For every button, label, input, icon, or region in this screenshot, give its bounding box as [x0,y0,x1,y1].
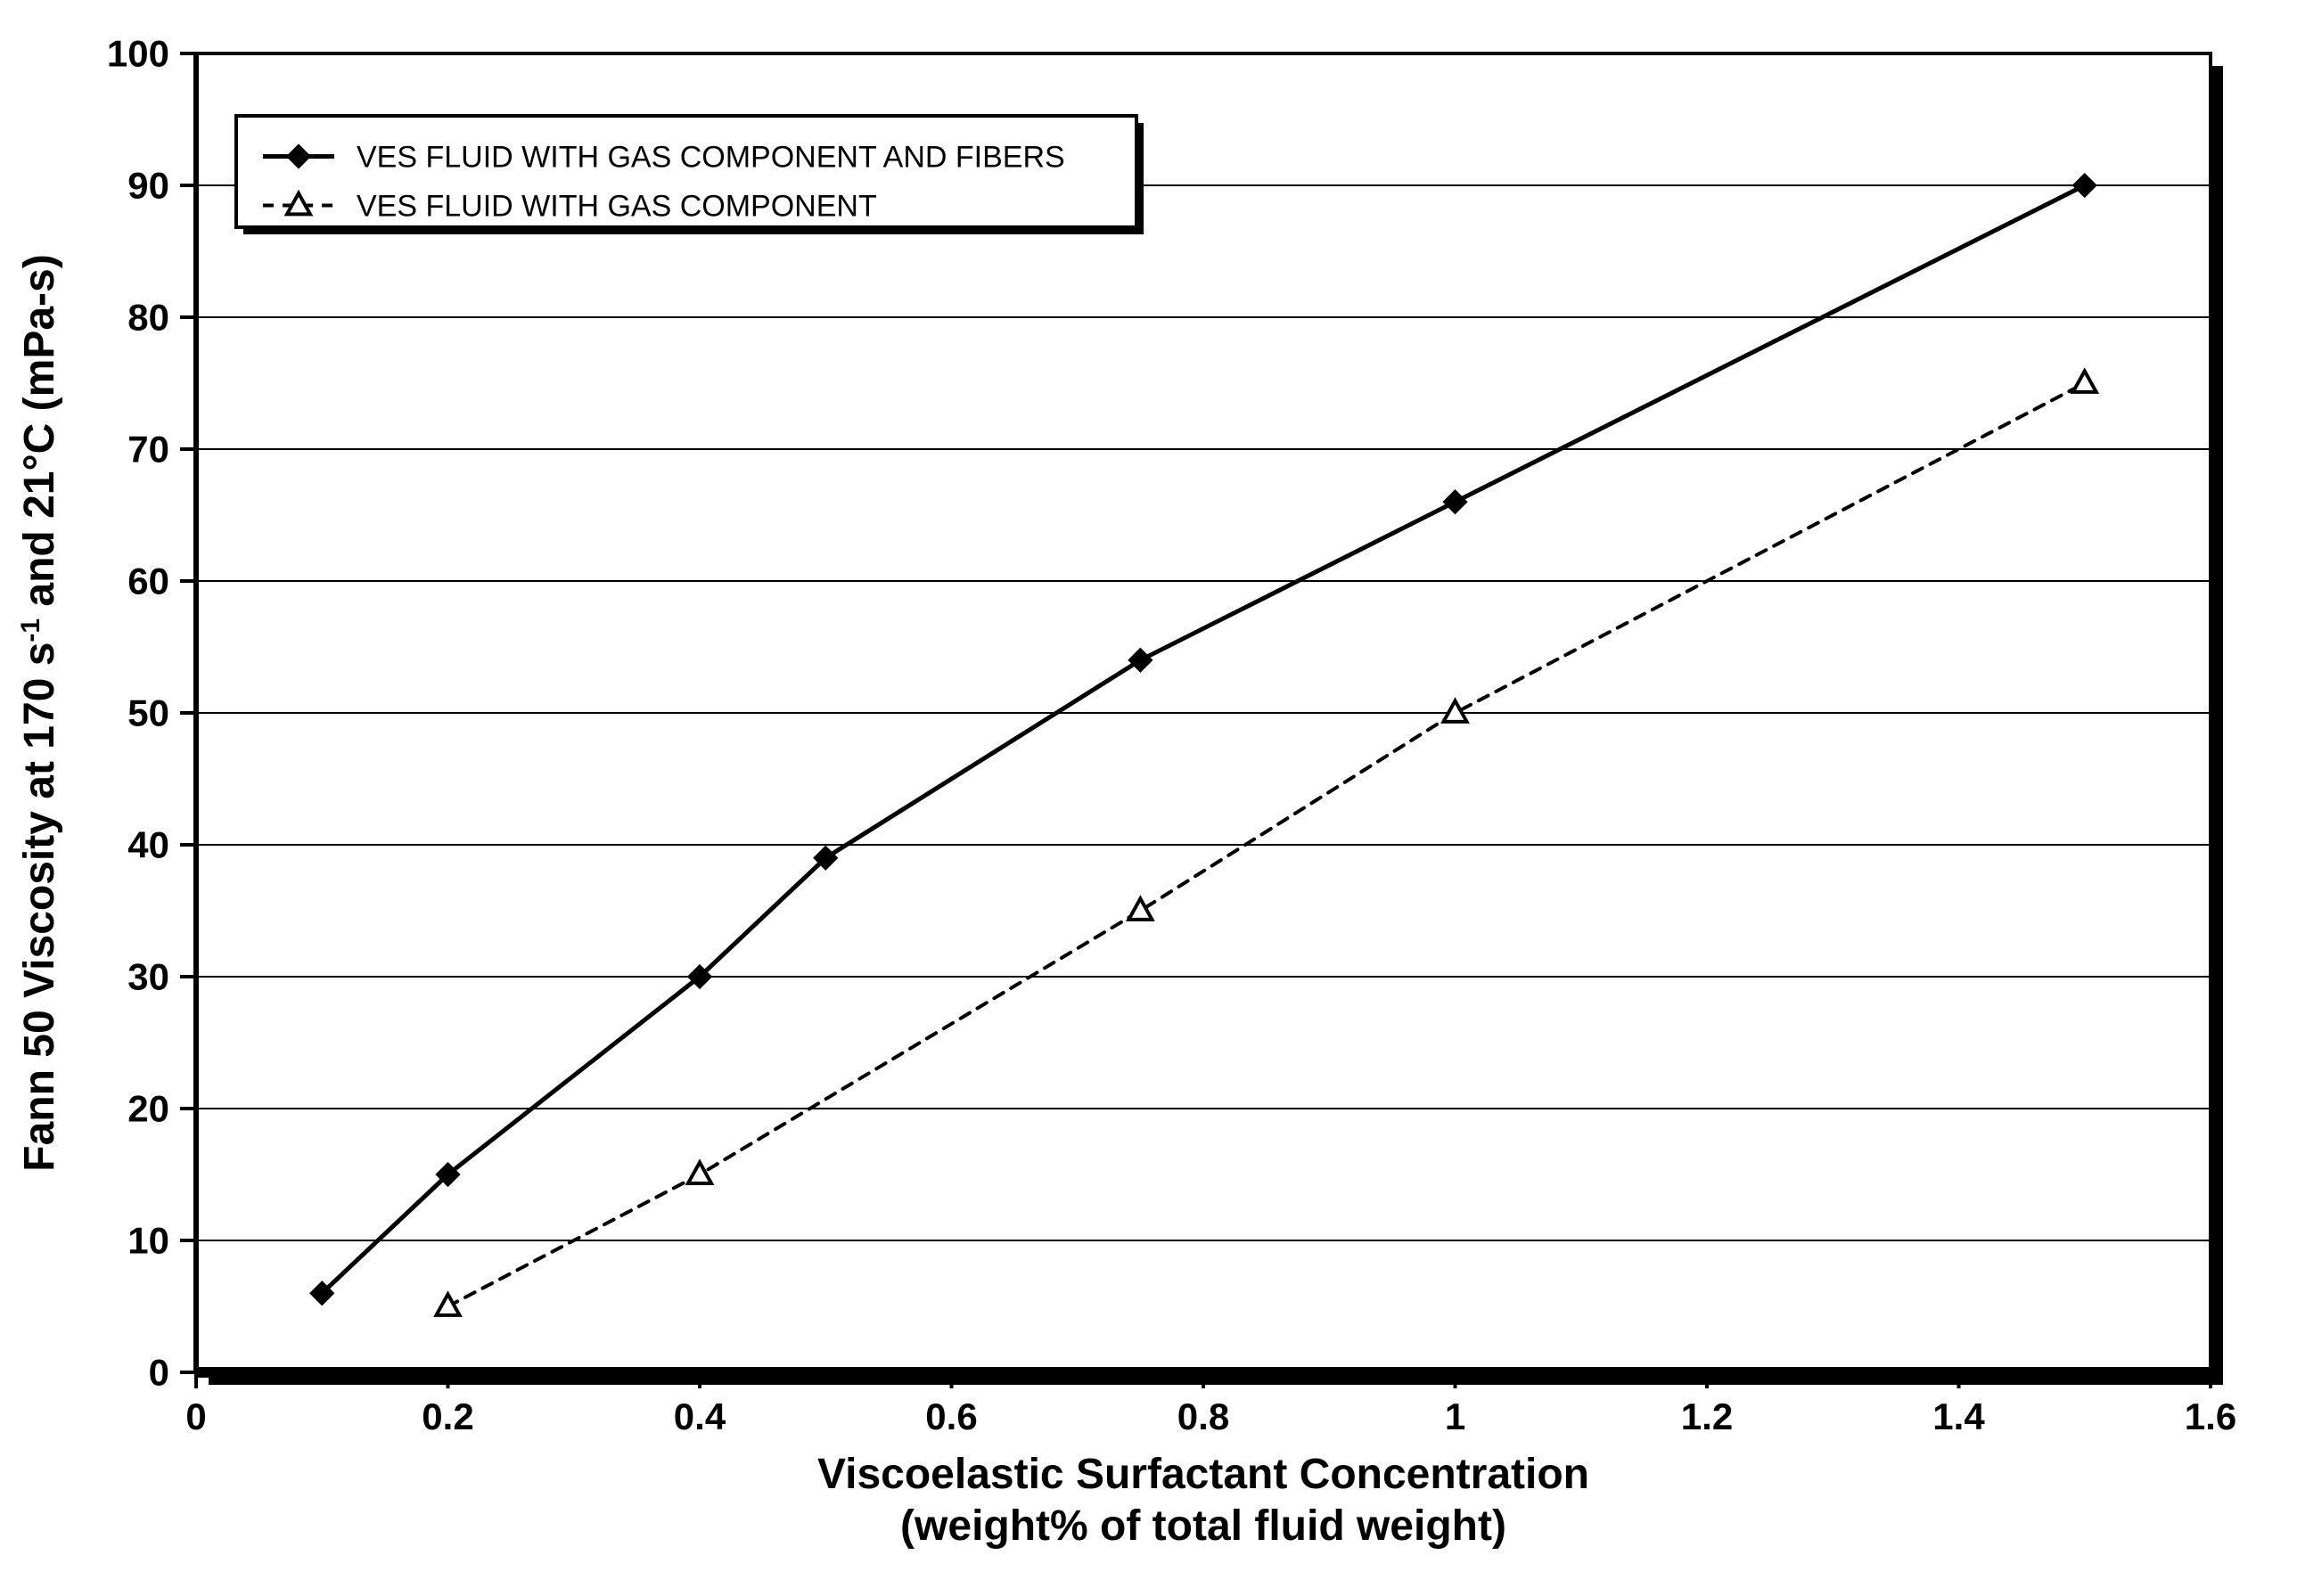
x-tick-label: 0 [185,1395,206,1437]
x-tick-label: 0.2 [422,1395,473,1437]
y-tick-label: 10 [127,1220,169,1262]
viscosity-chart: 0 0.2 0.4 0.6 0.8 1 1.2 1.4 1.6 0 10 20 30 40 50 60 70 80… [0,0,2297,1596]
legend-label-fibers: VES FLUID WITH GAS COMPONENT AND FIBERS [357,140,1065,174]
legend-label-nofibers: VES FLUID WITH GAS COMPONENT [357,189,877,223]
y-tick-label: 90 [127,165,169,207]
x-axis-title-line1: Viscoelastic Surfactant Concentration [817,1451,1589,1498]
x-tick-label: 1.2 [1681,1395,1733,1437]
x-tick-label: 0.6 [925,1395,977,1437]
x-tick-label: 0.4 [674,1395,726,1437]
y-tick-label: 50 [127,692,169,734]
y-tick-label: 60 [127,561,169,602]
chart-container: 0 0.2 0.4 0.6 0.8 1 1.2 1.4 1.6 0 10 20 30 40 50 60 70 80… [0,0,2297,1596]
y-tick-label: 30 [127,956,169,998]
y-tick-label: 20 [127,1088,169,1130]
x-tick-label: 1 [1445,1395,1465,1437]
x-tick-label: 1.4 [1932,1395,1985,1437]
y-axis-title: Fann 50 Viscosity at 170 s-1 and 21°C (m… [16,254,64,1171]
y-tick-label: 80 [127,297,169,339]
x-axis-title-line2: (weight% of total fluid weight) [900,1502,1506,1550]
x-tick-label: 1.6 [2185,1395,2236,1437]
y-tick-label: 0 [149,1352,169,1394]
x-tick-label: 0.8 [1177,1395,1229,1437]
y-tick-label: 70 [127,429,169,471]
y-tick-label: 40 [127,824,169,866]
y-tick-label: 100 [107,33,169,75]
